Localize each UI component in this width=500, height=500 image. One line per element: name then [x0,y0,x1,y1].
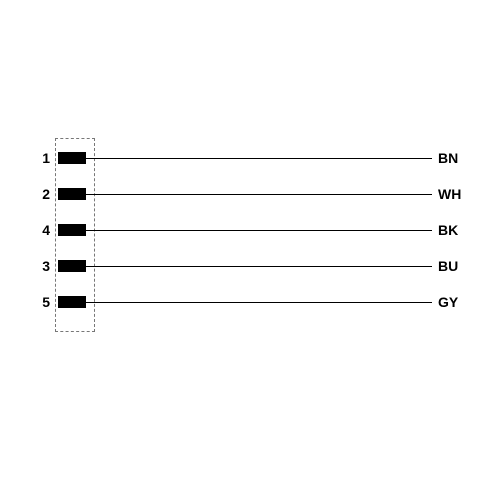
wire-line [86,230,432,231]
color-code: BU [438,258,458,274]
wire-line [86,158,432,159]
wire-line [86,266,432,267]
wiring-diagram: 1 BN 2 WH 4 BK 3 BU 5 GY [0,0,500,500]
color-code: BN [438,150,458,166]
terminal-block [58,152,86,164]
pin-number: 2 [30,186,50,202]
terminal-block [58,224,86,236]
terminal-block [58,188,86,200]
pin-number: 1 [30,150,50,166]
pin-number: 3 [30,258,50,274]
terminal-block [58,260,86,272]
terminal-block [58,296,86,308]
wire-line [86,302,432,303]
color-code: GY [438,294,458,310]
pin-number: 4 [30,222,50,238]
color-code: BK [438,222,458,238]
pin-number: 5 [30,294,50,310]
color-code: WH [438,186,461,202]
wire-line [86,194,432,195]
